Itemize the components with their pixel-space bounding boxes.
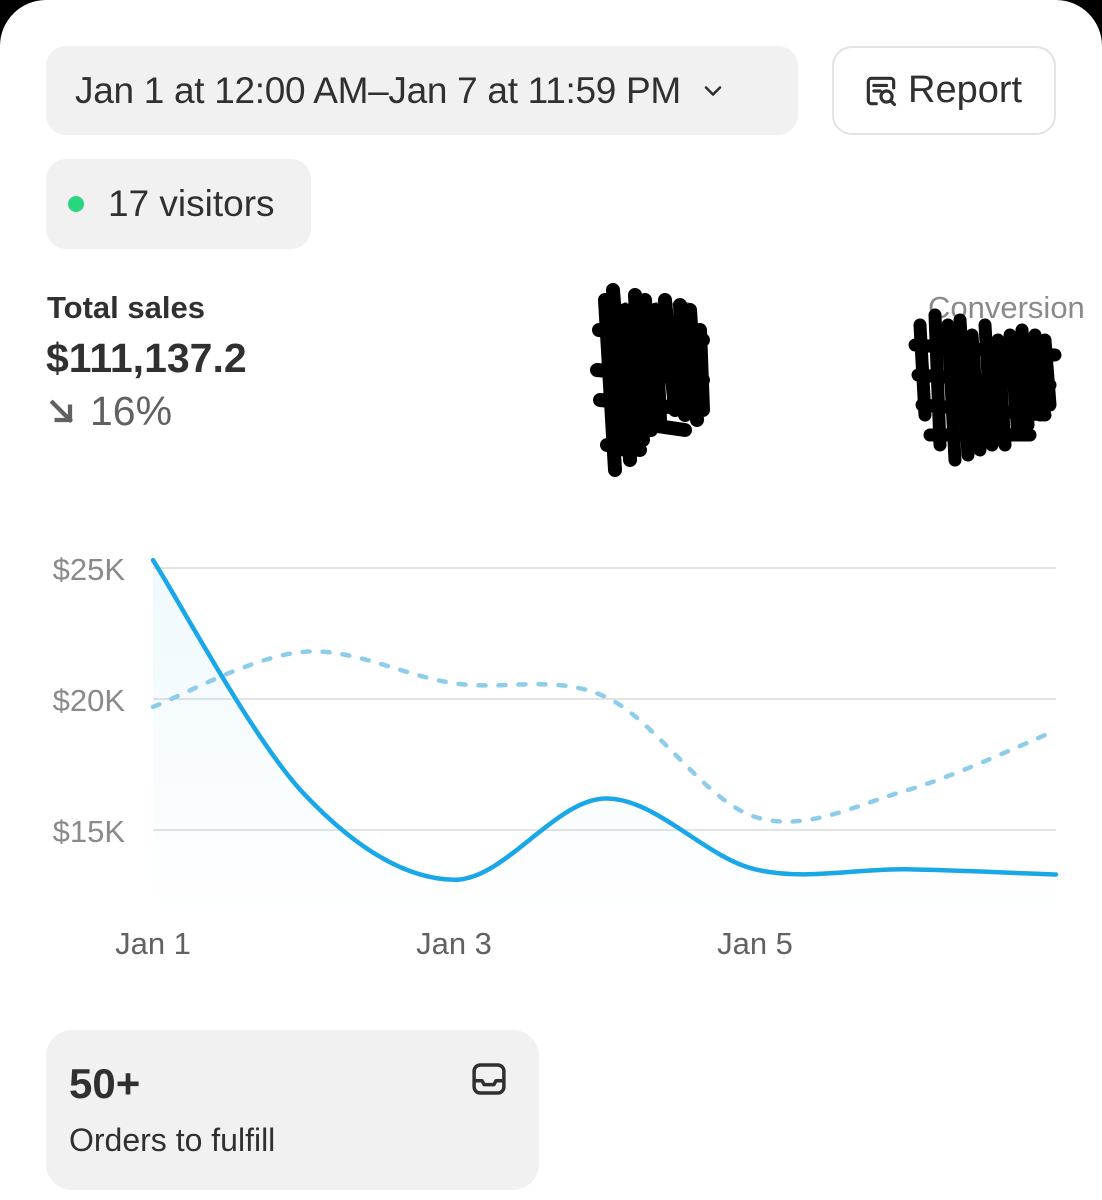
sales-line-chart: $15K $20K $25K Jan 1 Jan 3 Jan 5 [53,552,1059,961]
chart-area-fill [153,560,1056,923]
report-search-icon [866,76,897,106]
total-sales-change-value: 16% [90,388,173,434]
live-visitors-badge[interactable]: 17 visitors [46,159,311,249]
redaction-scribble [908,308,1062,467]
visitors-label: 17 visitors [108,183,275,224]
fulfill-label: Orders to fulfill [69,1122,276,1158]
report-label: Report [908,69,1023,111]
y-tick-label: $25K [53,552,126,587]
x-tick-label: Jan 5 [717,926,793,961]
total-sales-label: Total sales [47,290,205,325]
total-sales-change: 16% [46,388,172,435]
previous-period-line [150,649,1059,824]
arrow-down-right-icon [49,399,74,423]
date-range-selector[interactable]: Jan 1 at 12:00 AM–Jan 7 at 11:59 PM [46,46,798,135]
chevron-down-icon [704,85,722,96]
date-range-label: Jan 1 at 12:00 AM–Jan 7 at 11:59 PM [75,69,681,111]
total-sales-value: $111,137.2 [46,335,247,381]
current-period-line [150,557,1059,883]
inbox-icon [472,1063,506,1095]
report-button[interactable]: Report [832,46,1056,135]
x-tick-label: Jan 3 [416,926,492,961]
y-tick-label: $20K [53,683,126,718]
x-tick-label: Jan 1 [115,926,191,961]
redaction-scribble [590,283,710,477]
fulfill-count: 50+ [69,1060,141,1107]
orders-to-fulfill-card[interactable]: 50+ Orders to fulfill [46,1030,539,1190]
live-status-dot [68,196,84,212]
y-tick-label: $15K [53,814,126,849]
